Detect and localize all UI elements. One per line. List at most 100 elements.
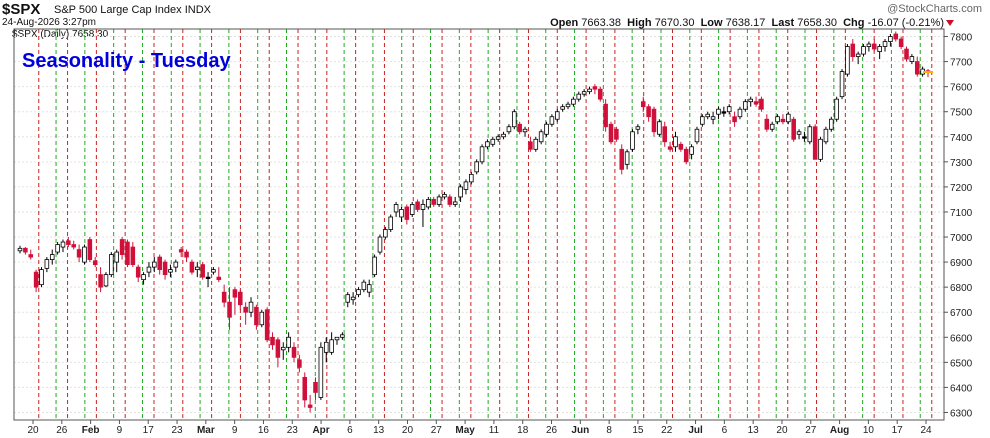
candle-body [66,240,71,245]
chg-value: -16.07 (-0.21%) [867,17,944,29]
candle-body [630,131,635,150]
candle-body [565,103,571,108]
candle-body [753,101,759,105]
high-value: 7670.30 [654,17,695,29]
candle-body [442,194,447,198]
candle-body [243,306,248,313]
candle-body [775,116,780,123]
candle-body [603,103,608,128]
candle-body [796,131,802,135]
x-tick-label: 13 [748,425,760,436]
candle-body [544,123,549,135]
low-label: Low [700,17,723,29]
candle-body [614,128,619,140]
candle-body [23,247,28,253]
candle-body [152,261,157,268]
chg-label: Chg [843,17,865,29]
x-tick-label: Jul [688,425,703,436]
candle-body [635,126,641,130]
candle-body [743,101,748,110]
candle-body [361,281,367,291]
candle-body [334,336,340,341]
candle-body [184,251,189,258]
candle-body [866,43,872,47]
candle-body [888,36,893,42]
x-tick-label: 20 [27,425,39,436]
candle-body [205,276,211,280]
x-tick-label: 23 [287,425,299,436]
candle-body [103,274,109,287]
candle-body [812,126,818,160]
candle-body [221,291,227,303]
candle-body [780,118,786,123]
y-tick-label: 7800 [950,33,973,44]
candle-body [270,336,275,346]
candle-body [624,151,630,165]
candle-body [415,201,420,210]
y-tick-label: 7200 [950,183,973,194]
y-tick-label: 6500 [950,358,973,369]
x-tick-label: 26 [56,425,68,436]
candles [17,31,933,413]
candle-body [657,121,662,135]
candle-body [458,186,463,198]
candle-body [485,141,490,148]
candle-body [850,43,856,57]
candle-body [189,261,195,273]
candle-body [275,339,281,358]
exchange-label: INDX [184,4,211,16]
candle-body [592,86,598,90]
open-label: Open [550,17,579,29]
x-tick-label: 27 [805,425,817,436]
candle-body [82,246,87,263]
candle-body [845,46,850,75]
symbol-description: S&P 500 Large Cap Index INDX [54,4,211,16]
candle-body [694,128,700,143]
candle-body [560,106,565,110]
candle-body [506,126,512,133]
candle-body [898,38,904,47]
candle-body [882,41,888,47]
candle-body [673,136,678,148]
y-axis: 6300 6400 6500 6600 6700 6800 6900 7000 7100 7200… [944,33,973,419]
x-tick-label: Apr [312,425,329,436]
x-tick-label: 6 [347,425,353,436]
candle-body [87,239,93,260]
candle-body [646,106,651,118]
x-tick-label: 22 [661,425,673,436]
candle-body [141,274,146,281]
candle-body [576,93,582,100]
candle-body [329,339,334,353]
candle-body [431,199,436,205]
x-tick-label: Mar [197,425,215,436]
candle-body [238,291,243,306]
y-tick-label: 7000 [950,233,973,244]
candle-body [125,241,130,266]
x-tick-label: 9 [117,425,123,436]
candle-body [802,136,807,139]
candle-body [383,229,388,238]
candle-body [479,146,485,163]
candle-body [571,98,576,105]
candle-body [904,48,909,60]
candle-body [323,341,329,353]
candle-body [549,116,555,125]
candle-body [737,108,743,118]
candle-body [700,116,705,125]
x-tick-label: Feb [82,425,100,436]
x-tick-label: 6 [722,425,728,436]
candle-body [297,359,302,368]
seasonality-lines [38,29,933,420]
candle-body [254,306,259,326]
candle-body [452,201,458,205]
candle-body [538,131,544,143]
candle-body [211,269,216,273]
x-tick-label: 16 [258,425,270,436]
candle-body [877,46,882,52]
candle-body [377,236,383,253]
open-value: 7663.38 [581,17,622,29]
candle-body [495,136,501,140]
candle-body [195,266,200,271]
candle-body [533,138,539,150]
